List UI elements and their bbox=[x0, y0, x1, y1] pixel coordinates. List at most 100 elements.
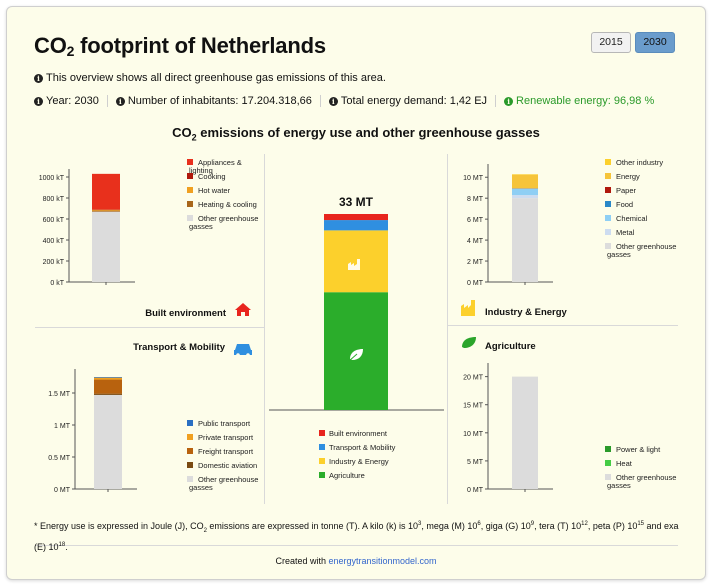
legend-swatch bbox=[187, 448, 193, 454]
bar-segment bbox=[94, 379, 122, 394]
legend-label: Agriculture bbox=[329, 471, 365, 480]
total-label: 33 MT bbox=[339, 195, 374, 209]
y-tick-label: 10 MT bbox=[463, 431, 484, 438]
legend-swatch bbox=[187, 476, 193, 482]
legend-label: Built environment bbox=[329, 429, 388, 438]
bar-segment bbox=[512, 376, 538, 489]
legend-label: Other greenhouse bbox=[198, 475, 258, 484]
legend-swatch bbox=[319, 444, 325, 450]
y-tick-label: 800 kT bbox=[43, 196, 65, 203]
y-tick-label: 0 MT bbox=[54, 487, 71, 494]
y-tick-label: 20 MT bbox=[463, 375, 484, 382]
bar-segment bbox=[92, 210, 120, 212]
legend-swatch bbox=[187, 462, 193, 468]
y-tick-label: 400 kT bbox=[43, 238, 65, 245]
legend-swatch bbox=[187, 173, 193, 179]
y-tick-label: 8 MT bbox=[467, 196, 484, 203]
legend-swatch bbox=[605, 474, 611, 480]
legend-label: Other industry bbox=[616, 158, 663, 167]
panel-label-industry: Industry & Energy bbox=[485, 307, 568, 318]
car-wheel bbox=[236, 353, 240, 357]
legend-swatch bbox=[319, 458, 325, 464]
legend-label: Heating & cooling bbox=[198, 200, 257, 209]
legend-swatch bbox=[605, 173, 611, 179]
footnote: * Energy use is expressed in Joule (J), … bbox=[34, 521, 679, 552]
legend-label: gasses bbox=[189, 483, 213, 492]
bar-segment bbox=[94, 393, 122, 395]
legend-label: Cooking bbox=[198, 172, 226, 181]
y-tick-label: 1.5 MT bbox=[48, 391, 71, 398]
legend-swatch bbox=[605, 243, 611, 249]
info-icon: i bbox=[328, 97, 338, 106]
legend-label: gasses bbox=[607, 250, 631, 259]
legend-label: Other greenhouse bbox=[198, 214, 258, 223]
legend-label: gasses bbox=[189, 222, 213, 231]
charts-canvas: 0 kT 200 kT 400 kT 600 kT 800 kT 1000 kT Appli… bbox=[39, 158, 677, 494]
bar-segment bbox=[92, 173, 120, 210]
legend-label: Other greenhouse bbox=[616, 242, 676, 251]
y-tick-label: 600 kT bbox=[43, 217, 65, 224]
y-tick-label: 0.5 MT bbox=[48, 455, 71, 462]
legend-swatch bbox=[605, 460, 611, 466]
info-icon: i bbox=[504, 97, 514, 106]
legend-swatch bbox=[605, 187, 611, 193]
y-tick-label: 2 MT bbox=[467, 259, 484, 266]
legend-swatch bbox=[187, 201, 193, 207]
legend-label: Metal bbox=[616, 228, 635, 237]
y-tick-label: 1000 kT bbox=[39, 175, 65, 182]
legend-swatch bbox=[605, 159, 611, 165]
main-card: CO2 footprint of Netherlands 2015 2030 i… bbox=[6, 6, 706, 580]
legend-label: gasses bbox=[607, 481, 631, 490]
etm-link[interactable]: energytransitionmodel.com bbox=[328, 556, 437, 566]
legend-swatch bbox=[319, 472, 325, 478]
leaf-icon bbox=[462, 337, 476, 348]
bar-segment bbox=[324, 214, 388, 221]
divider bbox=[447, 154, 448, 504]
info-icon: i bbox=[34, 97, 43, 106]
bar-segment bbox=[324, 230, 388, 293]
y-tick-label: 0 MT bbox=[467, 280, 484, 287]
car-icon bbox=[234, 344, 252, 355]
legend-label: Food bbox=[616, 200, 633, 209]
year-button-2015[interactable]: 2015 bbox=[591, 32, 631, 53]
bar-segment bbox=[92, 211, 120, 282]
divider bbox=[264, 154, 265, 504]
fact-renewable: i Renewable energy: 96,98 % bbox=[496, 95, 662, 107]
legend-label: Paper bbox=[616, 186, 637, 195]
fact-year: i Year: 2030 bbox=[34, 95, 108, 107]
legend-swatch bbox=[187, 434, 193, 440]
bar-segment bbox=[324, 220, 388, 231]
legend-swatch bbox=[605, 201, 611, 207]
y-tick-label: 1 MT bbox=[54, 423, 71, 430]
bar-segment bbox=[92, 209, 120, 211]
y-tick-label: 0 MT bbox=[467, 487, 484, 494]
legend-swatch bbox=[187, 187, 193, 193]
page-title: CO2 footprint of Netherlands bbox=[34, 33, 326, 59]
panel-label-transport: Transport & Mobility bbox=[133, 342, 226, 353]
y-tick-label: 4 MT bbox=[467, 238, 484, 245]
legend-label: Private transport bbox=[198, 433, 254, 442]
bar-segment bbox=[94, 377, 122, 378]
legend-label: Transport & Mobility bbox=[329, 443, 396, 452]
bar-segment bbox=[512, 174, 538, 189]
legend-label: lighting bbox=[189, 166, 213, 175]
panel-label-built: Built environment bbox=[145, 308, 227, 319]
legend-label: Domestic aviation bbox=[198, 461, 257, 470]
legend-swatch bbox=[605, 446, 611, 452]
legend-label: Industry & Energy bbox=[329, 457, 389, 466]
year-button-2030[interactable]: 2030 bbox=[635, 32, 675, 53]
legend-label: Appliances & bbox=[198, 158, 242, 167]
legend-swatch bbox=[187, 420, 193, 426]
info-icon: i bbox=[34, 74, 43, 83]
bar-segment bbox=[94, 377, 122, 380]
bar-segment bbox=[512, 195, 538, 199]
y-tick-label: 15 MT bbox=[463, 403, 484, 410]
legend-swatch bbox=[319, 430, 325, 436]
fact-energy-demand: i Total energy demand: 1,42 EJ bbox=[321, 95, 497, 107]
legend-swatch bbox=[605, 215, 611, 221]
legend-label: Power & light bbox=[616, 445, 661, 454]
overview-text: i This overview shows all direct greenhou… bbox=[34, 72, 386, 84]
legend-label: Public transport bbox=[198, 419, 251, 428]
y-tick-label: 5 MT bbox=[467, 459, 484, 466]
bar-segment bbox=[94, 394, 122, 489]
